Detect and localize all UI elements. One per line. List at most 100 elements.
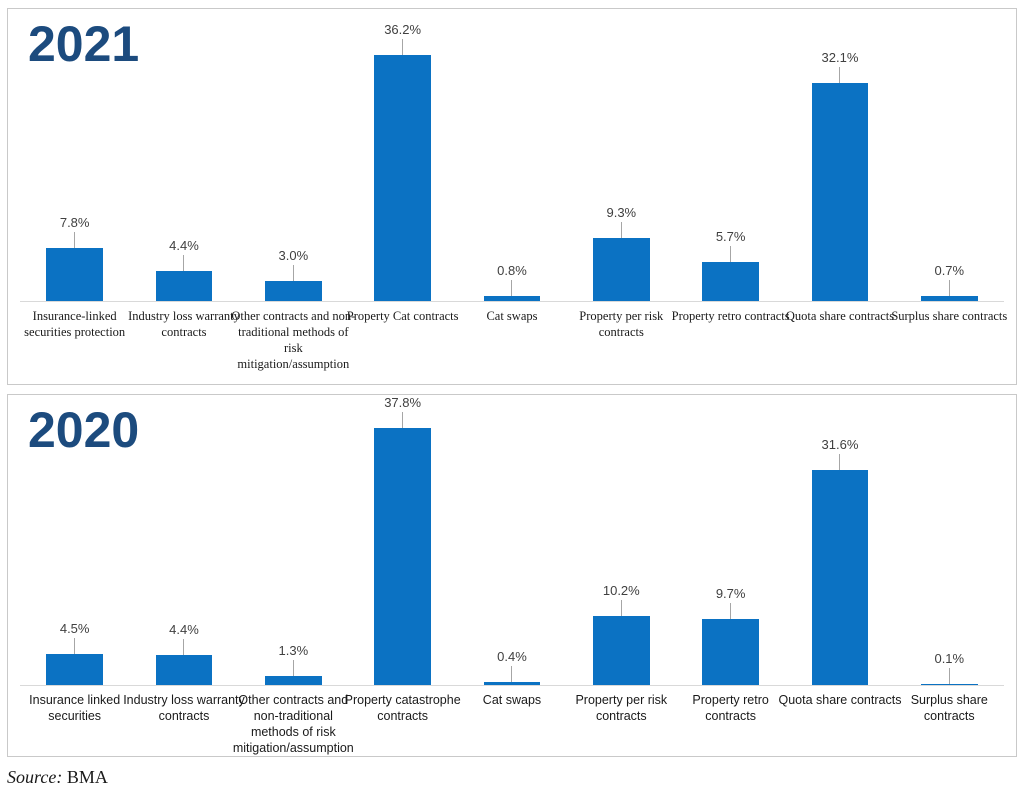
bar bbox=[592, 616, 650, 685]
bar bbox=[483, 296, 541, 301]
bar-column: 37.8% bbox=[348, 395, 457, 685]
category-label: Surplus share contracts bbox=[891, 309, 1008, 323]
category-cell: Property per risk contracts bbox=[567, 308, 676, 372]
category-cell: Cat swaps bbox=[457, 692, 566, 756]
bar-column: 10.2% bbox=[567, 583, 676, 685]
value-label: 0.4% bbox=[497, 649, 527, 664]
category-cell: Quota share contracts bbox=[785, 308, 894, 372]
leader-line bbox=[402, 39, 404, 55]
leader-line bbox=[183, 639, 185, 655]
source-note: Source: BMA bbox=[7, 757, 1017, 788]
category-label: Property retro contracts bbox=[671, 309, 790, 323]
bar-column: 4.4% bbox=[129, 622, 238, 685]
bar-column: 3.0% bbox=[239, 248, 348, 301]
axis-baseline: 4.5% 4.4% 1.3% 37.8% 0.4% 10.2% 9.7% 31.6% 0.1% bbox=[20, 395, 1004, 686]
category-label: Cat swaps bbox=[482, 693, 542, 707]
bar-column: 0.4% bbox=[457, 649, 566, 685]
category-label: Other contracts and non-traditional meth… bbox=[232, 693, 354, 755]
bar bbox=[811, 470, 869, 685]
category-cell: Property Cat contracts bbox=[347, 308, 459, 372]
leader-line bbox=[620, 222, 622, 238]
source-value: BMA bbox=[66, 767, 108, 787]
bar-column: 0.8% bbox=[457, 263, 566, 301]
leader-line bbox=[948, 668, 950, 684]
category-cell: Property retro contracts bbox=[672, 308, 790, 372]
value-label: 9.3% bbox=[606, 205, 637, 220]
category-label: Other contracts and non-traditional meth… bbox=[231, 309, 356, 371]
bar bbox=[920, 296, 978, 301]
category-label: Property per risk contracts bbox=[575, 693, 668, 723]
value-label: 31.6% bbox=[821, 437, 859, 452]
category-label: Property per risk contracts bbox=[579, 309, 664, 339]
bar bbox=[46, 654, 104, 685]
value-label: 9.7% bbox=[715, 586, 746, 601]
bar bbox=[702, 619, 760, 685]
category-cell: Surplus share contracts bbox=[891, 308, 1007, 372]
category-label: Property Cat contracts bbox=[346, 309, 459, 323]
leader-line bbox=[183, 255, 185, 271]
category-cell: Quota share contracts bbox=[778, 692, 901, 756]
leader-line bbox=[730, 603, 732, 619]
bar bbox=[592, 238, 650, 301]
category-cell: Other contracts and non-traditional meth… bbox=[233, 692, 354, 756]
leader-line bbox=[839, 454, 841, 470]
value-label: 7.8% bbox=[59, 215, 90, 230]
plot-area-2020: 4.5% 4.4% 1.3% 37.8% 0.4% 10.2% 9.7% 31.6% 0.1% I… bbox=[20, 395, 1004, 756]
bar-column: 0.1% bbox=[895, 651, 1004, 685]
category-cell: Industry loss warranty contracts bbox=[123, 692, 245, 756]
category-label: Property retro contracts bbox=[692, 693, 769, 723]
category-cell: Property per risk contracts bbox=[567, 692, 676, 756]
value-label: 37.8% bbox=[384, 395, 422, 410]
bar-column: 5.7% bbox=[676, 229, 785, 301]
source-label: Source: bbox=[7, 767, 63, 787]
leader-line bbox=[74, 638, 76, 654]
value-label: 4.4% bbox=[169, 622, 199, 637]
bar bbox=[702, 262, 760, 301]
leader-line bbox=[292, 660, 294, 676]
leader-line bbox=[839, 67, 841, 83]
bar-column: 4.5% bbox=[20, 621, 129, 685]
leader-line bbox=[402, 412, 404, 428]
value-label: 10.2% bbox=[602, 583, 640, 598]
bar-column: 9.7% bbox=[676, 586, 785, 685]
category-label: Industry loss warranty contracts bbox=[123, 693, 245, 723]
chart-title-2020: 2020 bbox=[28, 402, 140, 458]
bar bbox=[155, 655, 213, 685]
category-label: Quota share contracts bbox=[785, 309, 895, 323]
bar-column: 4.4% bbox=[129, 238, 238, 301]
chart-panel-2021: 2021 7.8% 4.4% 3.0% 36.2% 0.8% 9.3% 5.7% 32.1% 0… bbox=[7, 8, 1017, 385]
value-label: 0.7% bbox=[934, 263, 965, 278]
category-label: Insurance linked securities bbox=[29, 693, 121, 723]
bar-column: 9.3% bbox=[567, 205, 676, 301]
leader-line bbox=[948, 280, 950, 296]
category-label: Surplus share contracts bbox=[910, 693, 988, 723]
category-axis-labels: Insurance-linked securities protection In… bbox=[20, 302, 1007, 372]
bar bbox=[920, 684, 978, 685]
category-cell: Property catastrophe contracts bbox=[345, 692, 461, 756]
bar bbox=[264, 676, 322, 685]
category-cell: Cat swaps bbox=[457, 308, 566, 372]
bar bbox=[46, 248, 104, 301]
leader-line bbox=[511, 666, 513, 682]
value-label: 1.3% bbox=[278, 643, 309, 658]
bar bbox=[811, 83, 869, 301]
leader-line bbox=[511, 280, 513, 296]
category-cell: Industry loss warranty contracts bbox=[128, 308, 240, 372]
axis-baseline: 7.8% 4.4% 3.0% 36.2% 0.8% 9.3% 5.7% 32.1% 0.7% bbox=[20, 9, 1004, 302]
category-cell: Property retro contracts bbox=[676, 692, 785, 756]
bar bbox=[483, 682, 541, 685]
category-cell: Insurance linked securities bbox=[20, 692, 129, 756]
value-label: 3.0% bbox=[278, 248, 309, 263]
bar-column: 36.2% bbox=[348, 22, 457, 301]
leader-line bbox=[620, 600, 622, 616]
value-label: 4.4% bbox=[169, 238, 199, 253]
bar bbox=[264, 281, 322, 301]
bar-column: 0.7% bbox=[895, 263, 1004, 301]
category-label: Property catastrophe contracts bbox=[344, 693, 461, 723]
value-label: 0.1% bbox=[934, 651, 965, 666]
category-label: Cat swaps bbox=[486, 309, 538, 323]
bar-column: 31.6% bbox=[785, 437, 894, 685]
category-cell: Insurance-linked securities protection bbox=[20, 308, 129, 372]
category-cell: Other contracts and non-traditional meth… bbox=[231, 308, 355, 372]
